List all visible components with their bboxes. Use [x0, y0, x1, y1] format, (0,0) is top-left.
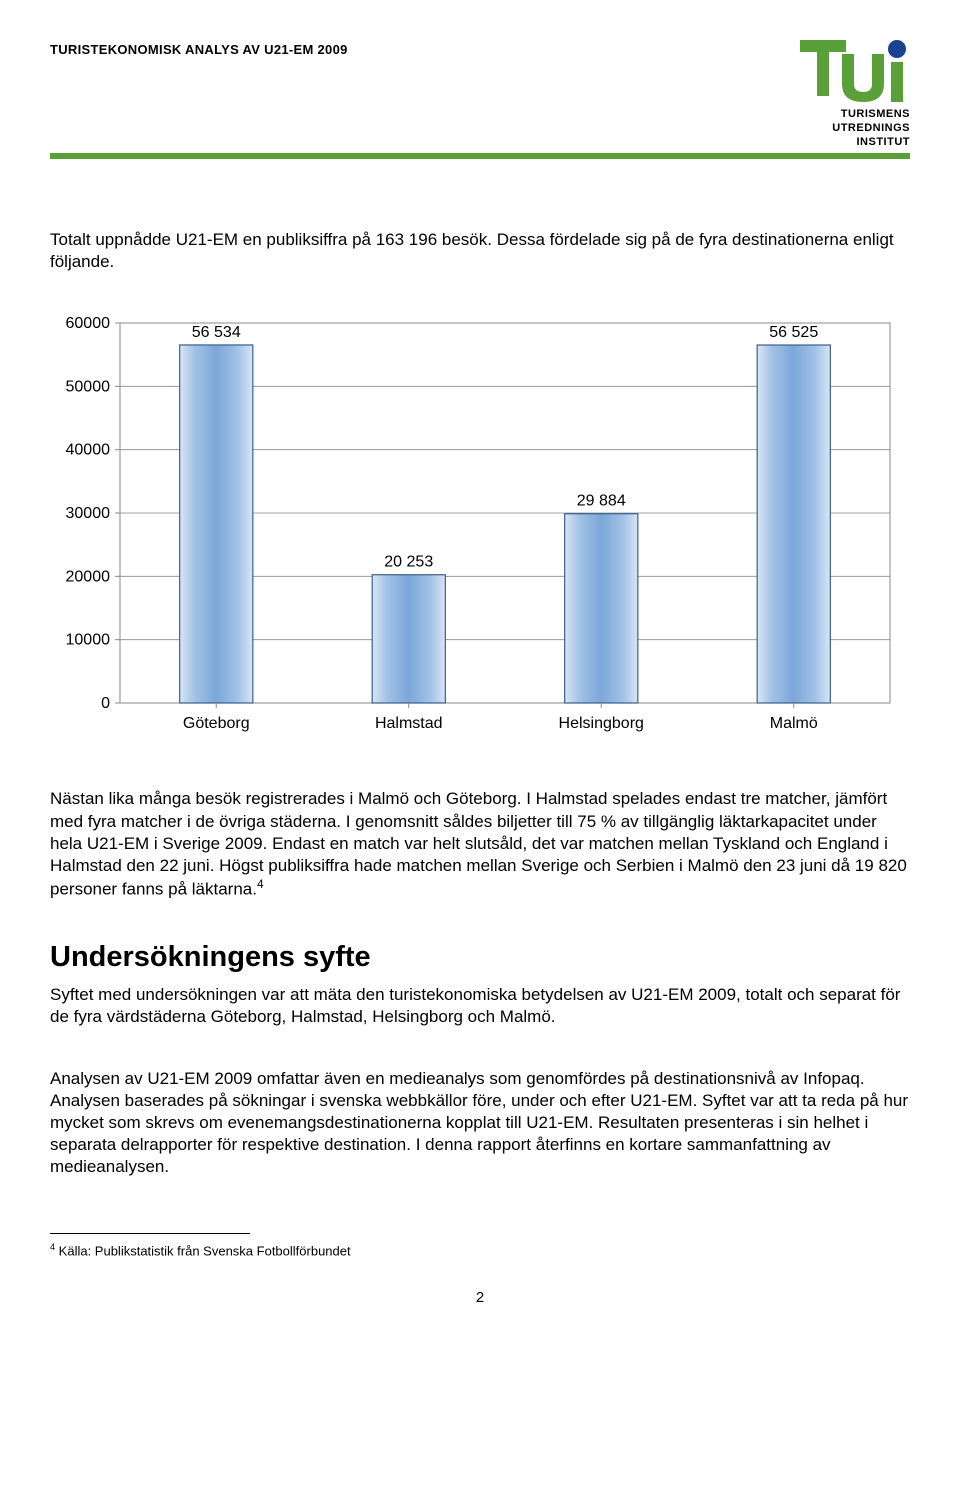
- svg-text:20000: 20000: [66, 569, 111, 586]
- header-green-rule: [50, 153, 910, 159]
- page-container: TURISTEKONOMISK ANALYS AV U21-EM 2009 TU…: [0, 0, 960, 1336]
- intro-paragraph: Totalt uppnådde U21-EM en publiksiffra p…: [50, 229, 910, 273]
- svg-text:56 525: 56 525: [769, 324, 818, 341]
- svg-text:20 253: 20 253: [384, 554, 433, 571]
- section-heading: Undersökningens syfte: [50, 941, 910, 974]
- footnote-rule: [50, 1233, 250, 1234]
- analysis-paragraph: Nästan lika många besök registrerades i …: [50, 788, 910, 900]
- svg-text:10000: 10000: [66, 632, 111, 649]
- logo-text-line1: TURISMENS: [832, 108, 910, 122]
- tui-logo-icon: [800, 40, 910, 102]
- svg-text:Göteborg: Göteborg: [183, 715, 250, 732]
- footnote-text: Källa: Publikstatistik från Svenska Fotb…: [55, 1244, 351, 1259]
- logo-text-line3: INSTITUT: [832, 136, 910, 150]
- svg-text:56 534: 56 534: [192, 324, 241, 341]
- svg-text:0: 0: [101, 695, 110, 712]
- page-header: TURISTEKONOMISK ANALYS AV U21-EM 2009 TU…: [50, 40, 910, 149]
- svg-text:Halmstad: Halmstad: [375, 715, 443, 732]
- svg-text:40000: 40000: [66, 442, 111, 459]
- document-title: TURISTEKONOMISK ANALYS AV U21-EM 2009: [50, 40, 348, 57]
- visitors-bar-chart: 0 10000 20000 30000 40000 50000 60000 56 534 Göt…: [50, 313, 910, 748]
- footnote: 4 Källa: Publikstatistik från Svenska Fo…: [50, 1242, 910, 1258]
- section-paragraph-1: Syftet med undersökningen var att mäta d…: [50, 984, 910, 1028]
- footnote-ref: 4: [257, 877, 264, 891]
- logo-text: TURISMENS UTREDNINGS INSTITUT: [832, 108, 910, 149]
- section-paragraph-2: Analysen av U21-EM 2009 omfattar även en…: [50, 1068, 910, 1178]
- svg-text:Malmö: Malmö: [770, 715, 818, 732]
- svg-text:29 884: 29 884: [577, 493, 626, 510]
- chart-svg: 0 10000 20000 30000 40000 50000 60000 56 534 Göt…: [50, 313, 910, 743]
- page-number: 2: [50, 1289, 910, 1306]
- svg-text:Helsingborg: Helsingborg: [559, 715, 644, 732]
- svg-text:30000: 30000: [66, 505, 111, 522]
- svg-text:60000: 60000: [66, 315, 111, 332]
- svg-text:50000: 50000: [66, 379, 111, 396]
- analysis-text: Nästan lika många besök registrerades i …: [50, 789, 907, 898]
- logo-block: TURISMENS UTREDNINGS INSTITUT: [800, 40, 910, 149]
- logo-text-line2: UTREDNINGS: [832, 122, 910, 136]
